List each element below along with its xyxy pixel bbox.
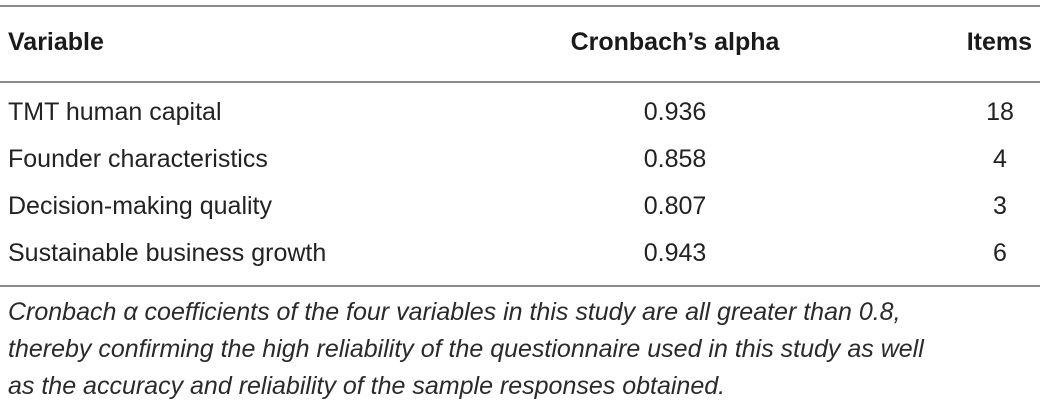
- row-alpha: 0.936: [643, 98, 707, 126]
- table-row: Decision-making quality 0.807 3: [0, 183, 1040, 229]
- row-alpha: 0.943: [643, 239, 707, 267]
- row-alpha: 0.807: [643, 192, 707, 220]
- footnote-line: thereby confirming the high reliability …: [8, 335, 924, 363]
- table-top-rule: [0, 5, 1040, 7]
- table-bottom-rule: [0, 285, 1040, 287]
- footnote-line: Cronbach α coefficients of the four vari…: [8, 298, 901, 326]
- row-items: 3: [993, 192, 1007, 220]
- header-variable: Variable: [8, 28, 104, 56]
- row-variable: Sustainable business growth: [8, 239, 327, 267]
- row-variable: TMT human capital: [8, 98, 222, 126]
- row-items: 6: [993, 239, 1007, 267]
- table-footnote: Cronbach α coefficients of the four vari…: [8, 294, 1036, 405]
- header-cronbach-alpha: Cronbach’s alpha: [570, 28, 780, 56]
- table-row: Founder characteristics 0.858 4: [0, 136, 1040, 182]
- table-row: TMT human capital 0.936 18: [0, 89, 1040, 135]
- row-items: 4: [993, 145, 1007, 173]
- row-variable: Decision-making quality: [8, 192, 273, 220]
- table-header-rule: [0, 81, 1040, 83]
- table-row: Sustainable business growth 0.943 6: [0, 230, 1040, 276]
- row-items: 18: [986, 98, 1014, 126]
- row-variable: Founder characteristics: [8, 145, 268, 173]
- table-header-row: Variable Cronbach’s alpha Items: [0, 19, 1040, 65]
- header-items: Items: [966, 28, 1032, 56]
- footnote-line: as the accuracy and reliability of the s…: [8, 372, 726, 400]
- row-alpha: 0.858: [643, 145, 707, 173]
